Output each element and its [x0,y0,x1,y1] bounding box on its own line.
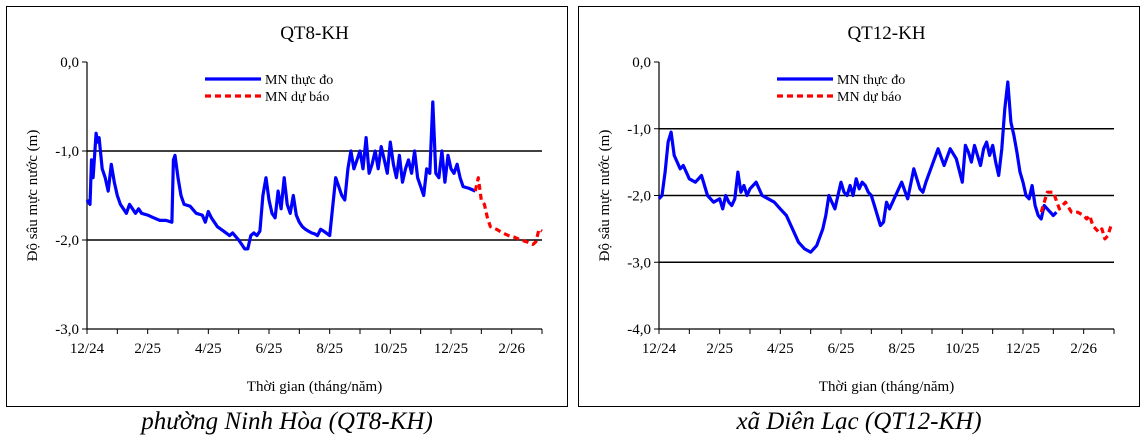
series-line-observed [657,80,1058,254]
x-tick-label: 2/26 [498,341,525,357]
y-tick-label: 0,0 [60,55,79,71]
series-line-forecast [473,176,543,246]
chart-panel-qt8: QT8-KH 0,0 -1,0 -2,0 -3,0 12/24 2/25 4/25 6/25 8/… [6,6,568,407]
y-tick-label: -1,0 [55,144,79,160]
y-axis-label: Độ sâu mực nước (m) [597,130,613,262]
y-tick-label: 0,0 [632,55,651,71]
x-tick-label: 4/25 [195,341,222,357]
x-tick-label: 2/25 [706,341,733,357]
y-tick-label: -1,0 [627,122,651,138]
x-tick-label: 12/24 [642,341,677,357]
y-tick-label: -3,0 [627,255,651,271]
x-tick-label: 12/25 [434,341,468,357]
legend-label: MN thực đo [837,73,905,88]
y-tick-label: -2,0 [627,189,651,205]
x-tick-label: 4/25 [767,341,794,357]
x-tick-label: 2/26 [1070,341,1097,357]
x-tick-label: 6/25 [256,341,283,357]
chart-panel-qt12: QT12-KH 0,0 -1,0 -2,0 -3,0 -4,0 12/24 2/25 4/25 6… [578,6,1140,407]
x-axis-label: Thời gian (tháng/năm) [819,379,954,395]
x-tick-label: 10/25 [945,341,979,357]
series-line-observed [85,100,476,251]
legend-label: MN dự báo [837,90,901,105]
legend-label: MN thực đo [265,73,333,88]
chart-title: QT12-KH [847,23,925,44]
legend-label: MN dự báo [265,90,329,105]
chart-qt8: QT8-KH 0,0 -1,0 -2,0 -3,0 12/24 2/25 4/25 6/25 8/… [25,23,543,395]
x-tick-label: 8/25 [316,341,343,357]
series-line-forecast [1039,190,1114,241]
caption-qt8: phường Ninh Hòa (QT8-KH) [141,408,433,435]
x-tick-label: 2/25 [134,341,161,357]
caption-qt12: xã Diên Lạc (QT12-KH) [736,408,982,435]
y-tick-label: -2,0 [55,233,79,249]
x-tick-label: 8/25 [888,341,915,357]
y-axis-label: Độ sâu mực nước (m) [25,130,41,262]
x-tick-label: 12/24 [70,341,105,357]
chart-title: QT8-KH [280,23,349,44]
x-axis-label: Thời gian (tháng/năm) [247,379,382,395]
x-tick-label: 10/25 [373,341,407,357]
x-tick-label: 12/25 [1006,341,1040,357]
y-tick-label: -4,0 [627,322,651,338]
chart-qt12: QT12-KH 0,0 -1,0 -2,0 -3,0 -4,0 12/24 2/25 4/25 6… [597,23,1115,395]
x-tick-label: 6/25 [828,341,855,357]
y-tick-label: -3,0 [55,322,79,338]
